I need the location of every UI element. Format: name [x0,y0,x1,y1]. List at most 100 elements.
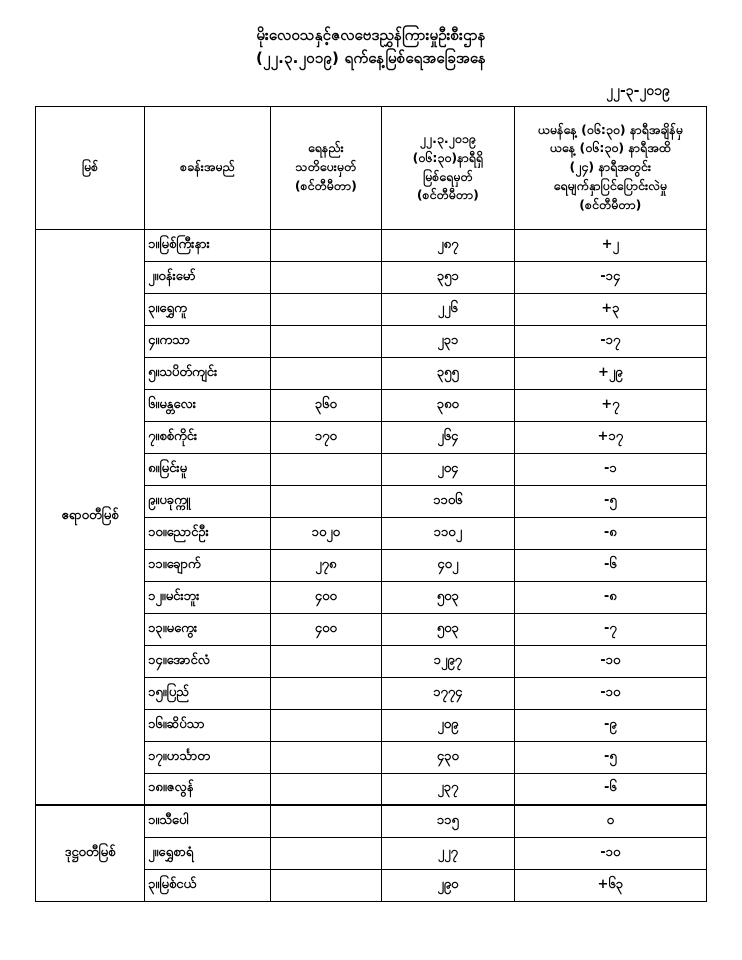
danger-level-cell [269,772,383,806]
change-24h-cell: +၁၇ [513,420,708,454]
current-level-cell: ၂၉၀ [381,868,515,902]
change-24h-cell: ၀ [513,804,708,838]
header-danger-level-line-3: (စင်တီမီတာ) [294,177,357,193]
table-row: ၂။ရွှေစာရံ ၂၂၇ -၁၀ [36,836,708,870]
danger-level-cell [269,644,383,678]
change-24h-cell: -၆ [513,548,708,582]
station-name-cell: ၂။ရွှေစာရံ [144,836,271,870]
table-row: ၃။မြစ်ငယ် ၂၉၀ +၆၃ [36,868,708,902]
table-row: ၆။မန္တလေး ၃၆၀ ၃၈၀ +၇ [36,388,708,422]
document-title-line-2: (၂၂.၃.၂၀၁၉) ရက်နေ့မြစ်ရေအခြေအနေ [255,49,487,68]
change-24h-cell: -၇ [513,612,708,646]
station-name-cell: ၆။မန္တလေး [144,388,271,422]
station-name-cell: ၁၃။မကွေး [144,612,271,646]
water-level-table-wrap: မြစ် စခန်းအမည် ရေနည်း သတိပေးမှတ် (စင်တီမ… [34,105,708,902]
station-name-cell: ၁၁။ချောက် [144,548,271,582]
change-24h-cell: -၁၀ [513,836,708,870]
danger-level-cell: ၁၀၂၀ [269,516,383,550]
current-level-cell: ၃၅၁ [381,260,515,294]
current-level-cell: ၁၁၀၂ [381,516,515,550]
document-title-line-1: မိုးလေဝသနှင့်ဇလဗေဒညွှန်ကြားမှုဦးစီးဌာန [256,26,486,44]
danger-level-cell [269,356,383,390]
change-24h-cell: -၈ [513,580,708,614]
change-24h-cell: -၁၇ [513,324,708,358]
current-level-cell: ၁၁၀၆ [381,484,515,518]
table-row: ၄။ကသာ ၂၃၁ -၁၇ [36,324,708,358]
header-current-level-line-1: ၂၂.၃.၂၀၁၉ [419,131,476,146]
danger-level-cell [269,804,383,838]
current-level-cell: ၂၀၄ [381,452,515,486]
danger-level-cell [269,836,383,870]
station-name-cell: ၅။သပိတ်ကျင်း [144,356,271,390]
change-24h-cell: -၁ [513,452,708,486]
header-current-level-line-2: (၀၆:၃၀)နာရီရှိ [412,149,484,165]
header-river: မြစ် [34,105,146,230]
station-name-cell: ၁၂။မင်းဘူး [144,580,271,614]
current-level-cell: ၂၂၆ [381,292,515,326]
river-group-label: ဧရာဝတီမြစ် [34,228,146,806]
table-row: ၁၅။ပြည် ၁၇၇၄ -၁၀ [36,676,708,710]
header-change-24h: ယမန်နေ့ (၀၆:၃၀) နာရီအချိန်မှ ယနေ့ (၀၆:၃၀… [513,105,708,230]
current-level-cell: ၄၀၂ [381,548,515,582]
current-level-cell: ၂၆၄ [381,420,515,454]
current-level-cell: ၅၀၃ [381,580,515,614]
table-body: ဧရာဝတီမြစ် ၁။မြစ်ကြီးနား ၂၈၇ +၂ ၂။ဝန်းမော် ၃၅… [34,228,708,902]
header-danger-level-line-1: ရေနည်း [307,140,344,156]
change-24h-cell: -၅ [513,484,708,518]
station-name-cell: ၁၄။အောင်လံ [144,644,271,678]
current-level-cell: ၅၀၃ [381,612,515,646]
danger-level-cell: ၃၆၀ [269,388,383,422]
danger-level-cell [269,868,383,902]
change-24h-cell: +၃ [513,292,708,326]
station-name-cell: ၁၈။ဇလွန် [144,772,271,806]
danger-level-cell [269,484,383,518]
current-level-cell: ၂၂၇ [381,836,515,870]
danger-level-cell [269,260,383,294]
change-24h-cell: +၂ [513,228,708,262]
danger-level-cell: ၁၇၀ [269,420,383,454]
water-level-table: မြစ် စခန်းအမည် ရေနည်း သတိပေးမှတ် (စင်တီမ… [34,105,708,902]
current-level-cell: ၂၈၇ [381,228,515,262]
current-level-cell: ၄၃၀ [381,740,515,774]
change-24h-cell: -၆ [513,772,708,806]
table-row: ၁၀။ညောင်ဦး ၁၀၂၀ ၁၁၀၂ -၈ [36,516,708,550]
current-level-cell: ၁၇၇၄ [381,676,515,710]
header-danger-level: ရေနည်း သတိပေးမှတ် (စင်တီမီတာ) [269,105,383,230]
station-name-cell: ၇။စစ်ကိုင်း [144,420,271,454]
danger-level-cell [269,228,383,262]
change-24h-cell: +၇ [513,388,708,422]
header-station: စခန်းအမည် [144,105,271,230]
change-24h-cell: -၈ [513,516,708,550]
current-level-cell: ၁၂၉၇ [381,644,515,678]
header-current-level-line-3: မြစ်ရေမှတ် [423,168,473,184]
table-row: ဧရာဝတီမြစ် ၁။မြစ်ကြီးနား ၂၈၇ +၂ [34,228,708,806]
header-change-24h-line-2: ယနေ့ (၀၆:၃၀) နာရီအထိ [549,140,671,156]
current-level-cell: ၃၈၀ [381,388,515,422]
danger-level-cell [269,292,383,326]
danger-level-cell [269,676,383,710]
table-row: ၁၄။အောင်လံ ၁၂၉၇ -၁၀ [36,644,708,678]
station-name-cell: ၁၀။ညောင်ဦး [144,516,271,550]
table-header-row: မြစ် စခန်းအမည် ရေနည်း သတိပေးမှတ် (စင်တီမ… [34,105,708,230]
table-row: ၁၁။ချောက် ၂၇၈ ၄၀၂ -၆ [36,548,708,582]
header-change-24h-line-4: ရေမျက်နှာပြင်ပြောင်းလဲမှု [553,177,668,193]
station-name-cell: ၁။မြစ်ကြီးနား [144,228,271,262]
document-title-block: မိုးလေဝသနှင့်ဇလဗေဒညွှန်ကြားမှုဦးစီးဌာန (… [0,0,742,71]
station-name-cell: ၁၇။ဟင်္သာတ [144,740,271,774]
danger-level-cell: ၂၇၈ [269,548,383,582]
danger-level-cell [269,740,383,774]
header-danger-level-line-2: သတိပေးမှတ် [295,159,357,175]
station-name-cell: ၁၅။ပြည် [144,676,271,710]
station-name-cell: ၃။မြစ်ငယ် [144,868,271,902]
station-name-cell: ၁၆။ဆိပ်သာ [144,708,271,742]
change-24h-cell: -၉ [513,708,708,742]
current-level-cell: ၃၅၅ [381,356,515,390]
river-group-label: ဒုဋ္ဌဝတီမြစ် [34,804,146,902]
change-24h-cell: -၁၄ [513,260,708,294]
table-row: ဒုဋ္ဌဝတီမြစ် ၁။သီပေါ ၁၁၅၀ [34,804,708,902]
date-stamp: ၂၂-၃-၂၀၁၉ [606,82,670,99]
station-name-cell: ၄။ကသာ [144,324,271,358]
station-name-cell: ၃။ရွှေကူ [144,292,271,326]
current-level-cell: ၁၁၅ [381,804,515,838]
